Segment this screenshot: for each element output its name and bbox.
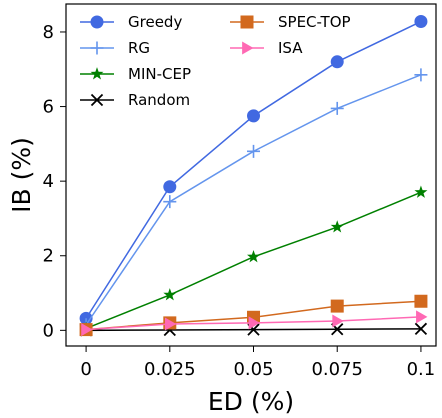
x-tick-label: 0.075 bbox=[311, 359, 363, 380]
y-tick-label: 2 bbox=[43, 246, 54, 267]
legend-item-rg: RG bbox=[80, 39, 150, 57]
x-axis-label: ED (%) bbox=[208, 387, 294, 416]
x-axis: 0 0.025 0.05 0.075 0.1 bbox=[80, 346, 435, 380]
legend-item-isa: ISA bbox=[230, 39, 303, 57]
data-point-isa bbox=[164, 317, 177, 331]
data-point-greedy bbox=[163, 180, 177, 194]
series-greedy bbox=[79, 15, 428, 325]
legend: Greedy RG MIN-CEP Random SPEC-TOP ISA bbox=[80, 13, 351, 109]
data-point-isa bbox=[81, 323, 93, 337]
data-point-rg bbox=[247, 144, 261, 158]
data-point-min-cep bbox=[414, 185, 428, 198]
data-point-rg bbox=[163, 195, 177, 209]
data-point-spec-top bbox=[330, 299, 344, 313]
legend-item-random: Random bbox=[80, 91, 190, 109]
legend-label: RG bbox=[128, 39, 150, 57]
data-point-rg bbox=[330, 101, 344, 115]
plot-area bbox=[79, 15, 428, 337]
legend-item-greedy: Greedy bbox=[80, 13, 182, 31]
data-point-isa bbox=[416, 310, 428, 324]
x-tick-label: 0.025 bbox=[144, 359, 196, 380]
legend-item-min-cep: MIN-CEP bbox=[80, 65, 191, 83]
y-tick-label: 0 bbox=[43, 320, 54, 341]
y-tick-label: 8 bbox=[43, 22, 54, 43]
data-point-spec-top bbox=[414, 294, 428, 308]
y-tick-label: 6 bbox=[43, 97, 54, 118]
data-point-min-cep bbox=[247, 250, 260, 263]
legend-marker bbox=[90, 15, 104, 29]
legend-label: Greedy bbox=[128, 13, 182, 31]
plot-frame bbox=[65, 3, 437, 347]
series-isa bbox=[81, 310, 428, 337]
x-tick-label: 0.05 bbox=[233, 359, 273, 380]
data-point-isa bbox=[248, 316, 261, 330]
x-tick-label: 0.1 bbox=[407, 359, 436, 380]
legend-marker bbox=[90, 41, 104, 55]
legend-label: SPEC-TOP bbox=[278, 13, 351, 31]
series-line-min-cep bbox=[85, 191, 422, 330]
data-point-random bbox=[414, 322, 428, 336]
data-point-greedy bbox=[247, 109, 261, 123]
legend-marker bbox=[242, 41, 254, 55]
legend-item-spec-top: SPEC-TOP bbox=[230, 13, 351, 31]
y-axis-label: IB (%) bbox=[7, 137, 36, 213]
y-axis: 0 2 4 6 8 bbox=[43, 22, 66, 341]
x-tick-label: 0 bbox=[80, 359, 91, 380]
legend-marker bbox=[90, 93, 104, 107]
data-point-greedy bbox=[414, 15, 428, 29]
y-tick-label: 4 bbox=[43, 171, 54, 192]
data-point-greedy bbox=[330, 55, 344, 69]
legend-label: MIN-CEP bbox=[128, 65, 191, 83]
legend-marker bbox=[90, 67, 104, 80]
data-point-isa bbox=[332, 314, 344, 328]
data-point-min-cep bbox=[163, 288, 177, 301]
data-point-rg bbox=[414, 68, 428, 82]
legend-label: Random bbox=[128, 91, 190, 109]
data-point-min-cep bbox=[330, 220, 344, 233]
legend-marker bbox=[240, 15, 254, 29]
legend-label: ISA bbox=[278, 39, 303, 57]
